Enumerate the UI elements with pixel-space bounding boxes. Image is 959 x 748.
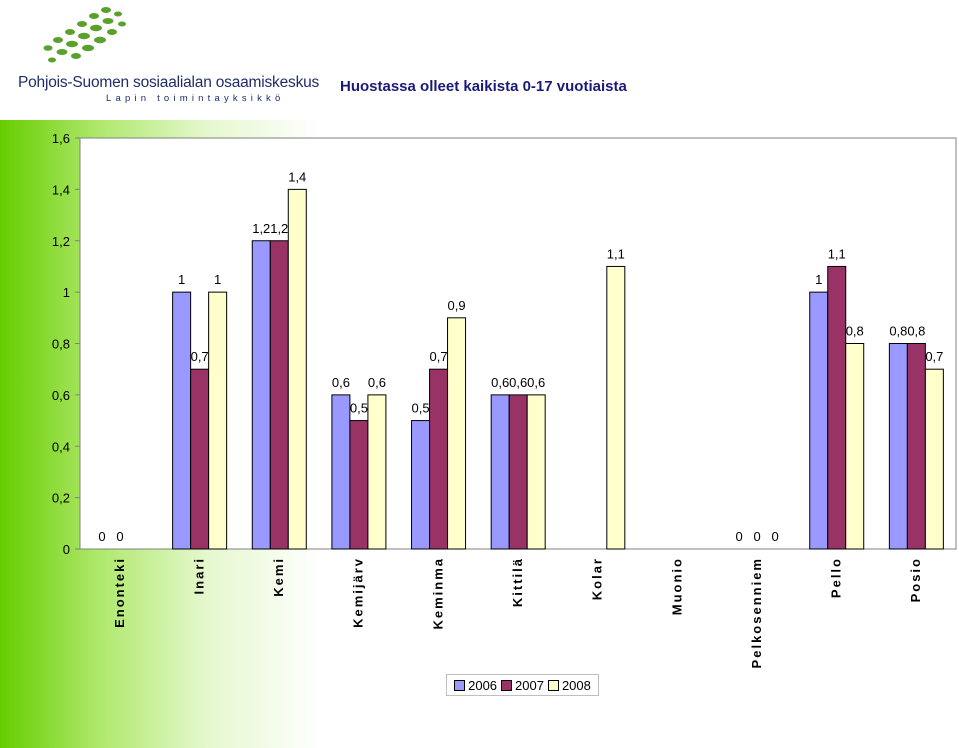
y-tick-label: 0,2	[52, 491, 70, 506]
legend-item-2008: 2008	[547, 677, 591, 693]
data-label: 0,8	[907, 324, 925, 339]
data-label: 1	[214, 272, 221, 287]
legend-item-2006: 2006	[454, 678, 497, 693]
bar-2006	[888, 343, 908, 550]
data-label: 1,4	[288, 169, 306, 184]
organization-unit: Lapin toimintayksikkö	[106, 93, 285, 104]
data-label: 1	[178, 272, 185, 287]
legend-item-2007: 2007	[501, 678, 544, 693]
x-tick-label: Kittilä	[510, 557, 525, 607]
x-tick-label: Kemijärv	[351, 557, 366, 628]
x-tick-label: Enonteki	[112, 557, 127, 628]
bar-2008	[367, 394, 387, 550]
y-tick-label: 0,4	[52, 439, 70, 454]
x-tick-label: Pelkosenniem	[749, 557, 764, 668]
y-axis: 0 0,2 0,4 0,6 0,8 1 1,2 1,4 1,6	[52, 131, 80, 557]
bar-2007	[827, 265, 847, 550]
bar-2006	[809, 291, 829, 550]
bar-2006	[490, 394, 510, 550]
bar-2007	[190, 368, 210, 550]
data-label: 1,1	[607, 246, 625, 261]
x-tick-label: Posio	[908, 557, 923, 602]
y-tick-label: 0	[63, 542, 70, 557]
bar-2008	[845, 343, 865, 550]
leaf-dots-icon	[43, 7, 126, 63]
x-tick-label: Kemi	[271, 557, 286, 597]
data-label: 0,9	[448, 298, 466, 313]
x-tick-label: Inari	[191, 557, 206, 594]
bar-2006	[411, 420, 431, 550]
data-label: 0,8	[889, 324, 907, 339]
data-label: 0,5	[412, 401, 430, 416]
x-tick-label: Muonio	[669, 557, 684, 615]
data-label: 0	[735, 529, 742, 544]
bar-2008	[287, 188, 307, 550]
bar-2007	[906, 343, 926, 550]
data-label: 0,6	[332, 375, 350, 390]
data-label: 0,7	[191, 349, 209, 364]
data-label: 1,2	[252, 221, 270, 236]
x-tick-label: Kolar	[590, 557, 605, 600]
data-label: 0	[753, 529, 760, 544]
y-tick-label: 1,2	[52, 234, 70, 249]
legend-swatch-2007	[501, 679, 513, 691]
data-labels: 0 010,711,2 1,21,40,60,50,60,50,70,90,6 0,6…	[98, 169, 943, 544]
data-label: 0,7	[925, 349, 943, 364]
bar-2008	[447, 317, 467, 550]
organization-name: Pohjois-Suomen sosiaalialan osaamiskesku…	[18, 74, 320, 91]
data-label: 0,7	[430, 349, 448, 364]
legend-label-2008: 2008	[561, 677, 591, 693]
bar-2007	[269, 240, 289, 550]
data-label: 0	[98, 529, 105, 544]
y-tick-label: 1,6	[52, 131, 70, 146]
x-tick-label: Pello	[829, 557, 844, 598]
bar-2008	[526, 394, 546, 550]
data-label: 0,6	[491, 375, 509, 390]
data-label: 1	[815, 272, 822, 287]
bar-2007	[429, 368, 449, 550]
data-label: 1,1	[828, 246, 846, 261]
legend-swatch-2006	[454, 679, 466, 691]
y-tick-label: 1,4	[52, 182, 70, 197]
data-label: 0,8	[846, 324, 864, 339]
data-label: 0	[116, 529, 123, 544]
y-tick-label: 1	[63, 285, 70, 300]
bar-2006	[331, 394, 351, 550]
y-tick-label: 0,8	[52, 337, 70, 352]
x-axis: Enonteki Inari Kemi Kemijärv Keminma Kittilä K…	[112, 557, 923, 668]
data-label: 0,6	[509, 375, 527, 390]
legend-label-2006: 2006	[468, 677, 498, 693]
bar-group	[172, 188, 944, 550]
bar-2008	[208, 291, 228, 550]
bar-2007	[349, 420, 369, 550]
bar-2007	[508, 394, 528, 550]
data-label: 0	[771, 529, 778, 544]
chart-legend: 2006 2007 2008	[446, 674, 599, 696]
data-label: 1,2	[270, 221, 288, 236]
bar-2008	[924, 368, 944, 550]
organization-logo: Pohjois-Suomen sosiaalialan osaamiskesku…	[10, 4, 319, 106]
bar-2008	[606, 265, 626, 550]
data-label: 0,6	[527, 375, 545, 390]
bar-2006	[172, 291, 192, 550]
data-label: 0,5	[350, 401, 368, 416]
bar-2006	[251, 240, 271, 550]
y-tick-label: 0,6	[52, 388, 70, 403]
chart-title: Huostassa olleet kaikista 0-17 vuotiaist…	[340, 78, 627, 95]
legend-swatch-2008	[547, 679, 559, 691]
x-tick-label: Keminma	[430, 557, 445, 630]
data-label: 0,6	[368, 375, 386, 390]
legend-label-2007: 2007	[515, 677, 544, 693]
